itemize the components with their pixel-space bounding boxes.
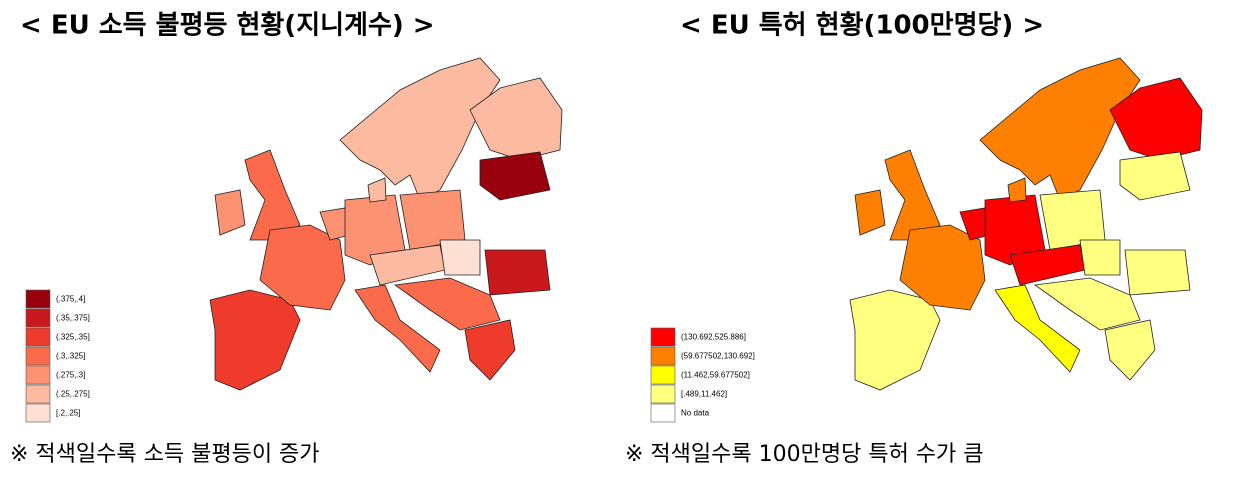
legend-label: (11.462,59.677502] [681,371,750,380]
legend-label: (.375,.4] [56,295,85,304]
region [469,77,563,161]
region [1079,239,1121,276]
left-map [209,57,563,391]
legend-label: (59.677502,130.692] [681,352,755,361]
region [1109,77,1203,161]
legend-label: [.489,11.462] [681,390,727,399]
left-title: < EU 소득 불평등 현황(지니계수) > [20,11,435,41]
legend-swatch [25,365,51,385]
left-legend: (.375,.4] (.35,.375] (.325,.35] (.3,.325] (.… [25,289,90,423]
region [479,151,551,201]
region [849,289,941,391]
legend-swatch [650,327,676,347]
legend-swatch [25,384,51,404]
region [994,284,1081,373]
legend-label: (.25,.275] [56,390,90,399]
region [393,277,501,331]
legend-label: (.35,.375] [56,314,90,323]
legend-swatch [25,403,51,423]
region [464,319,516,381]
legend-label: [.2,.25] [56,409,80,418]
legend-swatch [25,327,51,347]
region [259,224,346,311]
region [1119,151,1191,201]
legend-swatch [650,365,676,385]
region [484,249,551,296]
region [854,189,886,236]
region [439,239,481,276]
region [1033,277,1141,331]
region [214,189,246,236]
right-note: ※ 적색일수록 100만명당 특허 수가 큼 [625,442,984,467]
region [884,149,941,241]
legend-label: (.3,.325] [56,352,85,361]
legend-swatch [25,346,51,366]
legend-label: (.275,.3] [56,371,85,380]
region [1124,249,1191,296]
legend-swatch [650,346,676,366]
legend-swatch [650,403,676,423]
region [1104,319,1156,381]
legend-label: (.325,.35] [56,333,90,342]
legend-label: (130.692,525.886] [681,333,746,342]
region [339,57,501,201]
right-title: < EU 특허 현황(100만명당) > [680,11,1044,41]
region [244,149,301,241]
legend-swatch [650,384,676,404]
region [209,289,301,391]
region [1007,177,1027,203]
legend-swatch [25,289,51,309]
legend-label: No data [681,409,710,418]
legend-swatch [25,308,51,328]
region [367,177,387,203]
region [979,57,1141,201]
left-note: ※ 적색일수록 소득 불평등이 증가 [10,442,320,467]
right-map [849,57,1203,391]
region [354,284,441,373]
right-legend: (130.692,525.886] (59.677502,130.692] (11.… [650,327,755,423]
region [899,224,986,311]
